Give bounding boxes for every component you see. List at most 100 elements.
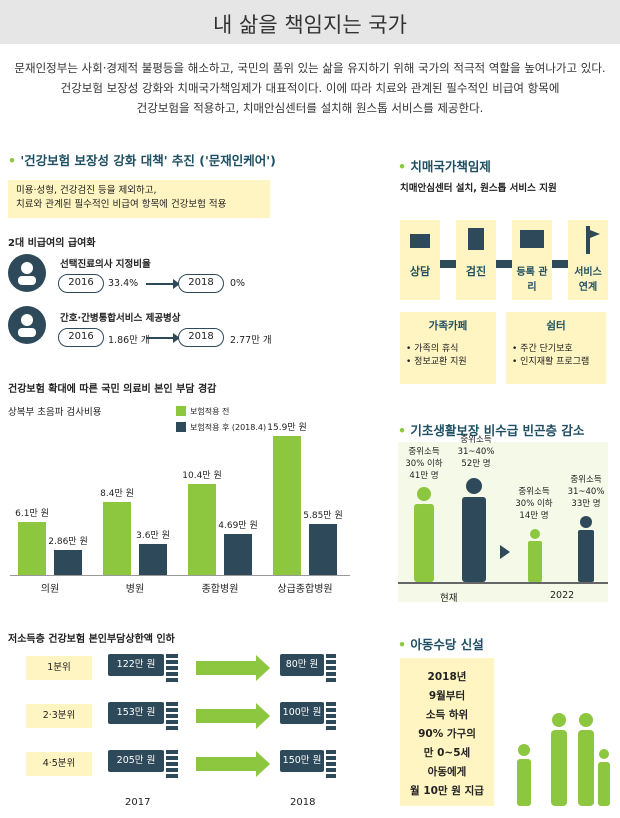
bar-after xyxy=(309,523,337,575)
bar-before xyxy=(188,484,216,575)
bar-value-label: 15.9만 원 xyxy=(267,422,307,433)
bar-after xyxy=(54,549,82,575)
tier-before: 122만 원 xyxy=(108,654,164,676)
bottom-title: 저소득층 건강보험 본인부담상한액 인하 xyxy=(8,634,175,645)
future-group-1: 중위소득 30% 이하 14만 명 xyxy=(515,487,553,521)
future-group-2: 중위소득 31~40% 33만 명 xyxy=(567,475,605,509)
tier-after: 150만 원 xyxy=(280,750,324,772)
year-2018: 2018 xyxy=(290,797,316,808)
item2-value2: 2.77만 개 xyxy=(230,335,272,346)
intro-line-3: 건강보험을 적용하고, 치매안심센터를 설치해 원스톱 서비스를 제공한다. xyxy=(136,101,484,115)
item1-value2: 0% xyxy=(230,278,246,289)
year-2017: 2017 xyxy=(125,797,151,808)
bar-value-label: 3.6만 원 xyxy=(136,530,170,541)
item1-value1: 33.4% xyxy=(108,278,139,289)
chart-categories: 의원 병원 종합병원 상급종합병원 xyxy=(10,580,350,596)
bar-after xyxy=(224,533,252,575)
tier-after: 80만 원 xyxy=(280,654,324,676)
item2-year2: 2018 xyxy=(178,328,224,347)
now-label: 현재 xyxy=(440,593,458,604)
now-group-1: 중위소득 30% 이하 41만 명 xyxy=(405,447,443,481)
coin-stack-icon xyxy=(166,750,178,778)
tier-before: 153만 원 xyxy=(108,702,164,724)
basic-title: • 기초생활보장 비수급 빈곤층 감소 xyxy=(398,423,585,438)
bar-value-label: 8.4만 원 xyxy=(100,488,134,499)
tier-before: 205만 원 xyxy=(108,750,164,772)
service-label-2: 검진 xyxy=(465,265,487,278)
legend-label-after: 보험적용 후 (2018.4) xyxy=(190,423,267,432)
bar-value-label: 2.86만 원 xyxy=(48,536,88,547)
page-title: 내 삶을 책임지는 국가 xyxy=(213,13,407,37)
bar-before xyxy=(273,435,301,575)
item1-title: 선택진료의사 지정비율 xyxy=(60,259,151,270)
family-icon xyxy=(504,710,614,806)
chart-title: 건강보험 확대에 따른 국민 의료비 본인 부담 경감 xyxy=(8,384,217,395)
dementia-subtitle: 치매안심센터 설치, 원스톱 서비스 지원 xyxy=(400,183,557,194)
item1-year1: 2016 xyxy=(58,274,104,293)
child-box: 2018년 9월부터 소득 하위 90% 가구의 만 0~5세 아동에게 월 10만 원 지… xyxy=(400,658,494,806)
cafe-item-1: • 가족의 휴식 xyxy=(406,344,459,354)
arrow-right-icon xyxy=(500,545,510,559)
header-bar: 내 삶을 책임지는 국가 xyxy=(0,0,620,44)
tier-label: 2·3분위 xyxy=(26,704,92,728)
non-covered-subtitle: 2대 비급여의 급여화 xyxy=(8,238,96,249)
now-group-2: 중위소득 31~40% 52만 명 xyxy=(457,435,495,469)
person-figure-green xyxy=(412,486,436,582)
service-box-4: 서비스 연계 xyxy=(568,220,608,300)
cafe-title: 가족카페 xyxy=(428,320,468,332)
shelter-title: 쉼터 xyxy=(546,320,566,332)
care-box: 미용·성형, 건강검진 등을 제외하고, 치료와 관계된 필수적인 비급여 항목… xyxy=(8,180,270,218)
bar-chart: 6.1만 원 2.86만 원 8.4만 원 3.6만 원 10.4만 원 4.69만 원 1… xyxy=(10,423,350,576)
bar-after xyxy=(139,543,167,575)
item2-value1: 1.86만 개 xyxy=(108,335,150,346)
shelter-box: 쉼터 • 주간 단기보호 • 인지재활 프로그램 xyxy=(506,312,606,384)
arrow-right-icon xyxy=(196,751,270,777)
category-label: 상급종합병원 xyxy=(277,584,333,595)
coin-stack-icon xyxy=(326,702,336,730)
service-label-4: 서비스 연계 xyxy=(574,267,602,293)
person-figure-green-small xyxy=(526,528,544,582)
cafe-box: 가족카페 • 가족의 휴식 • 정보교환 지원 xyxy=(400,312,496,384)
category-label: 의원 xyxy=(40,584,60,595)
bar-value-label: 6.1만 원 xyxy=(15,508,49,519)
bar-before xyxy=(103,501,131,575)
item2-title: 간호·간병통합서비스 제공병상 xyxy=(60,313,181,324)
future-label: 2022 xyxy=(550,590,575,601)
category-label: 종합병원 xyxy=(201,584,239,595)
item1-year2: 2018 xyxy=(178,274,224,293)
tier-after: 100만 원 xyxy=(280,702,324,724)
service-box-2: 검진 xyxy=(456,220,496,300)
legend-swatch-after xyxy=(176,422,186,432)
tier-label: 1분위 xyxy=(26,656,92,680)
coin-stack-icon xyxy=(326,654,336,682)
arrow-right-icon xyxy=(146,279,180,289)
category-label: 병원 xyxy=(125,584,145,595)
intro-line-1: 문재인정부는 사회·경제적 불평등을 해소하고, 국민의 품위 있는 삶을 유지… xyxy=(14,61,606,75)
shelter-item-2: • 인지재활 프로그램 xyxy=(512,357,590,367)
service-box-3: 등록 관리 xyxy=(512,220,552,300)
chart-subtitle: 상복부 초음파 검사비용 xyxy=(8,407,102,418)
section-title-care: • '건강보험 보장성 강화 대책' 추진 ('문재인케어') xyxy=(8,153,276,168)
service-label-3: 등록 관리 xyxy=(516,267,548,293)
dementia-title: • 치매국가책임제 xyxy=(398,159,491,174)
service-box-1: 상담 xyxy=(400,220,440,300)
bar-value-label: 4.69만 원 xyxy=(218,520,258,531)
doctor-icon xyxy=(8,254,46,292)
bar-value-label: 5.85만 원 xyxy=(303,510,343,521)
care-box-line-1: 미용·성형, 건강검진 등을 제외하고, xyxy=(16,185,157,196)
cafe-item-2: • 정보교환 지원 xyxy=(406,357,467,367)
coin-stack-icon xyxy=(326,750,336,778)
legend-label-before: 보험적용 전 xyxy=(190,407,230,416)
service-label-1: 상담 xyxy=(409,265,431,278)
coin-stack-icon xyxy=(166,702,178,730)
item2-year1: 2016 xyxy=(58,328,104,347)
tier-label: 4·5분위 xyxy=(26,752,92,776)
arrow-right-icon xyxy=(196,703,270,729)
child-title: • 아동수당 신설 xyxy=(398,637,484,652)
bar-before xyxy=(18,521,46,575)
arrow-right-icon xyxy=(196,655,270,681)
legend-swatch-before xyxy=(176,406,186,416)
shelter-item-1: • 주간 단기보호 xyxy=(512,344,573,354)
nurse-icon xyxy=(8,306,46,344)
bar-value-label: 10.4만 원 xyxy=(182,471,222,481)
